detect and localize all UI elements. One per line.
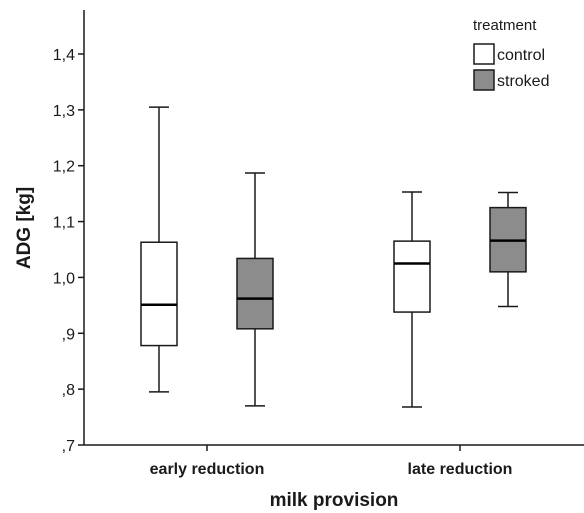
y-tick-label: 1,4 xyxy=(53,47,75,64)
y-tick-label: 1,0 xyxy=(53,270,75,287)
box-stroked xyxy=(489,191,527,308)
y-tick-label: 1,1 xyxy=(53,215,75,232)
x-axis-title: milk provision xyxy=(270,490,399,511)
iqr-box xyxy=(393,240,431,313)
legend-label-control: control xyxy=(497,47,545,64)
iqr-box xyxy=(236,257,274,330)
y-tick-label: 1,2 xyxy=(53,159,75,176)
boxes-layer xyxy=(140,106,527,408)
y-tick-label: 1,3 xyxy=(53,103,75,120)
y-tick-label: ,9 xyxy=(62,326,75,343)
x-category-label: late reduction xyxy=(408,461,513,478)
box-control xyxy=(140,106,178,393)
y-axis-title: ADG [kg] xyxy=(14,187,35,269)
legend-label-stroked: stroked xyxy=(497,73,549,90)
plot-area xyxy=(83,10,584,446)
legend-swatch-control xyxy=(473,43,495,65)
legend: treatment control stroked xyxy=(473,17,549,91)
box-control xyxy=(393,191,431,408)
x-axis-ticks: early reduction late reduction xyxy=(150,445,513,478)
x-category-label: early reduction xyxy=(150,461,265,478)
y-tick-label: ,8 xyxy=(62,382,75,399)
y-axis-ticks: ,7 ,8 ,9 1,0 1,1 1,2 1,3 1,4 xyxy=(53,47,84,455)
box-stroked xyxy=(236,172,274,407)
legend-swatch-stroked xyxy=(473,69,495,91)
y-tick-label: ,7 xyxy=(62,438,75,455)
legend-title: treatment xyxy=(473,17,537,34)
iqr-box xyxy=(140,241,178,347)
